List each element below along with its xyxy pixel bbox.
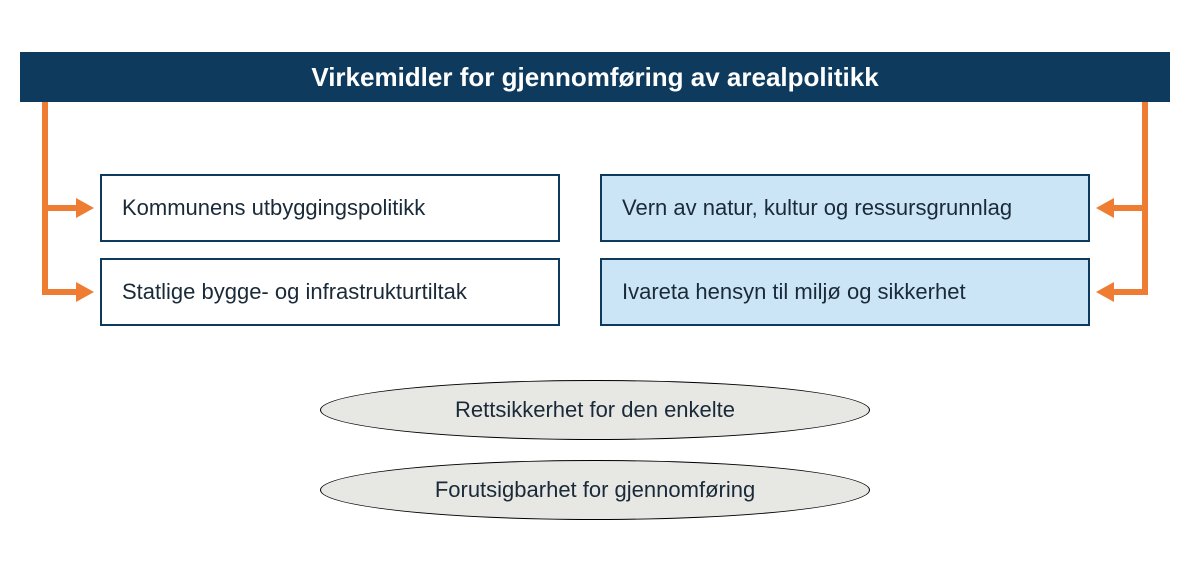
header-title: Virkemidler for gjennomføring av arealpo… [311, 62, 878, 93]
header-bar: Virkemidler for gjennomføring av arealpo… [20, 52, 1170, 102]
box-left-2: Statlige bygge- og infrastrukturtiltak [100, 258, 560, 326]
box-right-2-label: Ivareta hensyn til miljø og sikkerhet [622, 279, 966, 305]
box-left-2-label: Statlige bygge- og infrastrukturtiltak [122, 279, 467, 305]
box-left-1: Kommunens utbyggingspolitikk [100, 174, 560, 242]
ellipse-2-label: Forutsigbarhet for gjennomføring [435, 477, 755, 503]
box-right-1: Vern av natur, kultur og ressursgrunnlag [600, 174, 1090, 242]
ellipse-2: Forutsigbarhet for gjennomføring [320, 460, 870, 520]
ellipse-1-label: Rettsikkerhet for den enkelte [455, 397, 735, 423]
box-right-1-label: Vern av natur, kultur og ressursgrunnlag [622, 195, 1012, 221]
ellipse-1: Rettsikkerhet for den enkelte [320, 380, 870, 440]
box-right-2: Ivareta hensyn til miljø og sikkerhet [600, 258, 1090, 326]
box-left-1-label: Kommunens utbyggingspolitikk [122, 195, 425, 221]
diagram-canvas: Virkemidler for gjennomføring av arealpo… [0, 0, 1190, 578]
